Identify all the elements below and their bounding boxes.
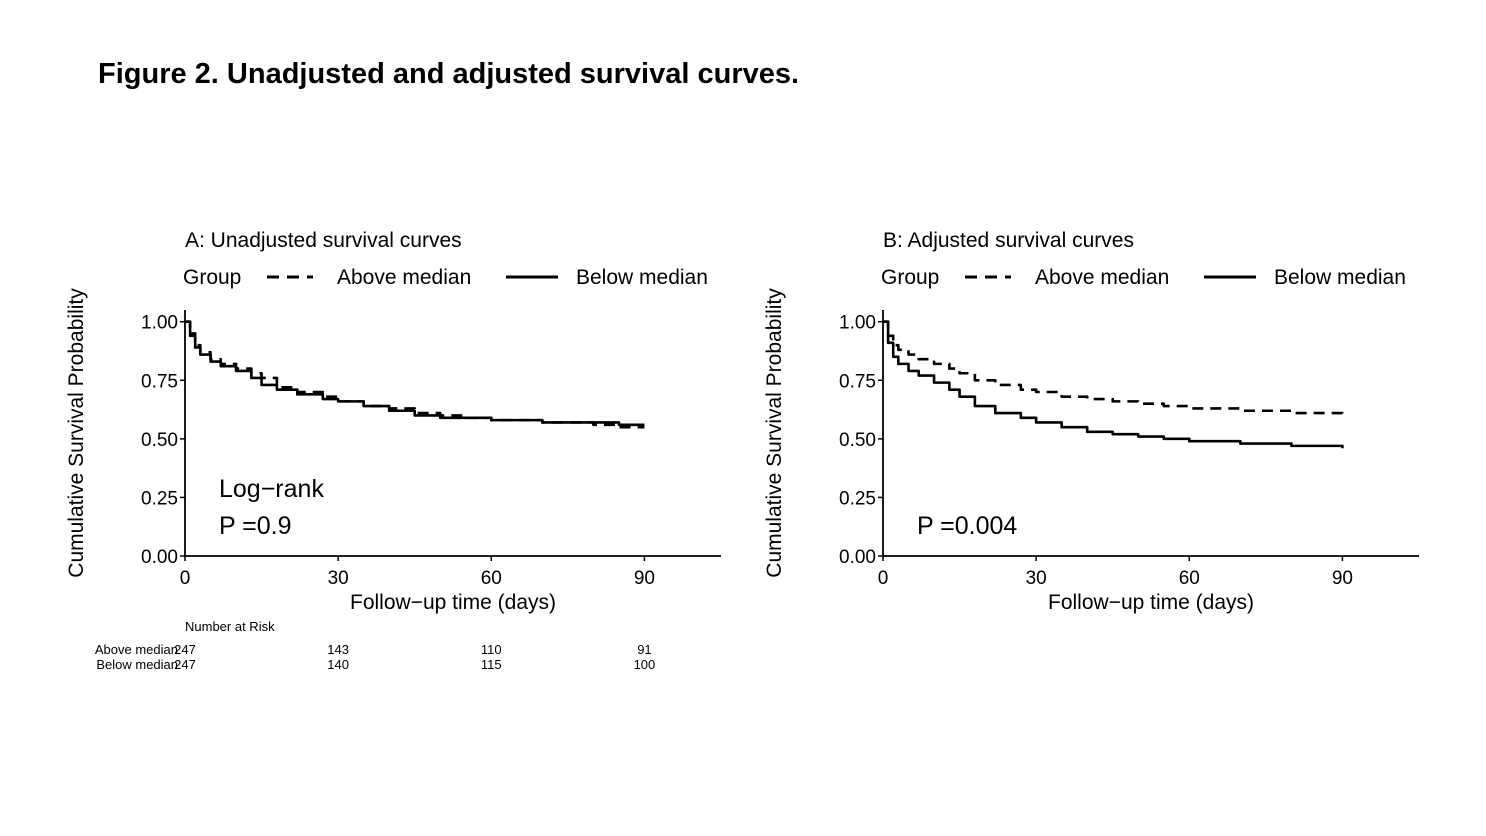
panel-b-y-tick-label: 0.50	[839, 430, 876, 451]
panel-a-x-tick-label: 60	[481, 568, 502, 589]
panel-b-chart: B: Adjusted survival curves Group Above me…	[763, 229, 1419, 614]
risk-cell: 100	[633, 657, 656, 672]
panel-b-y-tick-label: 0.75	[839, 371, 876, 392]
panel-a-x-tick-label: 0	[180, 568, 191, 589]
panel-b-x-tick-label: 60	[1179, 568, 1200, 589]
panel-a-y-tick-label: 0.50	[141, 430, 178, 451]
risk-cell: 91	[637, 642, 652, 657]
panel-a-series-below-median	[185, 320, 645, 427]
panel-b-legend-title: Group	[881, 266, 939, 289]
panel-b-y-tick-label: 1.00	[839, 313, 876, 334]
risk-cell: 247	[174, 657, 196, 672]
panel-b-annotation: P =0.004	[917, 512, 1017, 540]
panel-b-x-axis-label: Follow−up time (days)	[1048, 591, 1254, 614]
risk-cell: 140	[327, 657, 349, 672]
panel-a-x-axis-label: Follow−up time (days)	[350, 591, 556, 614]
panel-a-chart: A: Unadjusted survival curves Group Above …	[65, 229, 721, 614]
risk-cell: 143	[327, 642, 349, 657]
panel-b-title: B: Adjusted survival curves	[883, 229, 1134, 252]
figure-title: Figure 2. Unadjusted and adjusted surviv…	[98, 58, 800, 90]
panel-a-y-tick-label: 0.00	[141, 547, 178, 568]
panel-a-legend-title: Group	[183, 266, 241, 289]
panel-b-series-above-median	[883, 320, 1344, 416]
panel-b-legend-label-above: Above median	[1035, 266, 1169, 289]
panel-a-annotation: P =0.9	[219, 512, 292, 540]
panel-a-legend-label-above: Above median	[337, 266, 471, 289]
panel-a-title: A: Unadjusted survival curves	[185, 229, 462, 252]
risk-table-header: Number at Risk	[185, 619, 275, 634]
risk-row-label: Below median	[96, 657, 178, 672]
panel-b-y-tick-label: 0.25	[839, 488, 876, 509]
panel-a-legend-label-below: Below median	[576, 266, 708, 289]
risk-row-label: Above median	[94, 642, 178, 657]
panel-b-legend-label-below: Below median	[1274, 266, 1406, 289]
panel-a-y-tick-label: 0.25	[141, 488, 178, 509]
panel-a-y-tick-label: 1.00	[141, 313, 178, 334]
panel-a-x-tick-label: 90	[634, 568, 655, 589]
risk-cell: 115	[480, 657, 502, 672]
panel-b-x-tick-label: 90	[1332, 568, 1353, 589]
panel-a-x-tick-label: 30	[328, 568, 349, 589]
panel-a-annotation: Log−rank	[219, 475, 324, 503]
panel-a-y-axis-label: Cumulative Survival Probability	[65, 288, 88, 578]
panel-a-y-tick-label: 0.75	[141, 371, 178, 392]
panel-b-x-tick-label: 30	[1026, 568, 1047, 589]
panel-b-series-below-median	[883, 320, 1344, 449]
panel-b-y-tick-label: 0.00	[839, 547, 876, 568]
panel-b-y-axis-label: Cumulative Survival Probability	[763, 288, 786, 578]
risk-cell: 110	[480, 642, 502, 657]
risk-cell: 247	[174, 642, 196, 657]
panel-b-x-tick-label: 0	[878, 568, 889, 589]
